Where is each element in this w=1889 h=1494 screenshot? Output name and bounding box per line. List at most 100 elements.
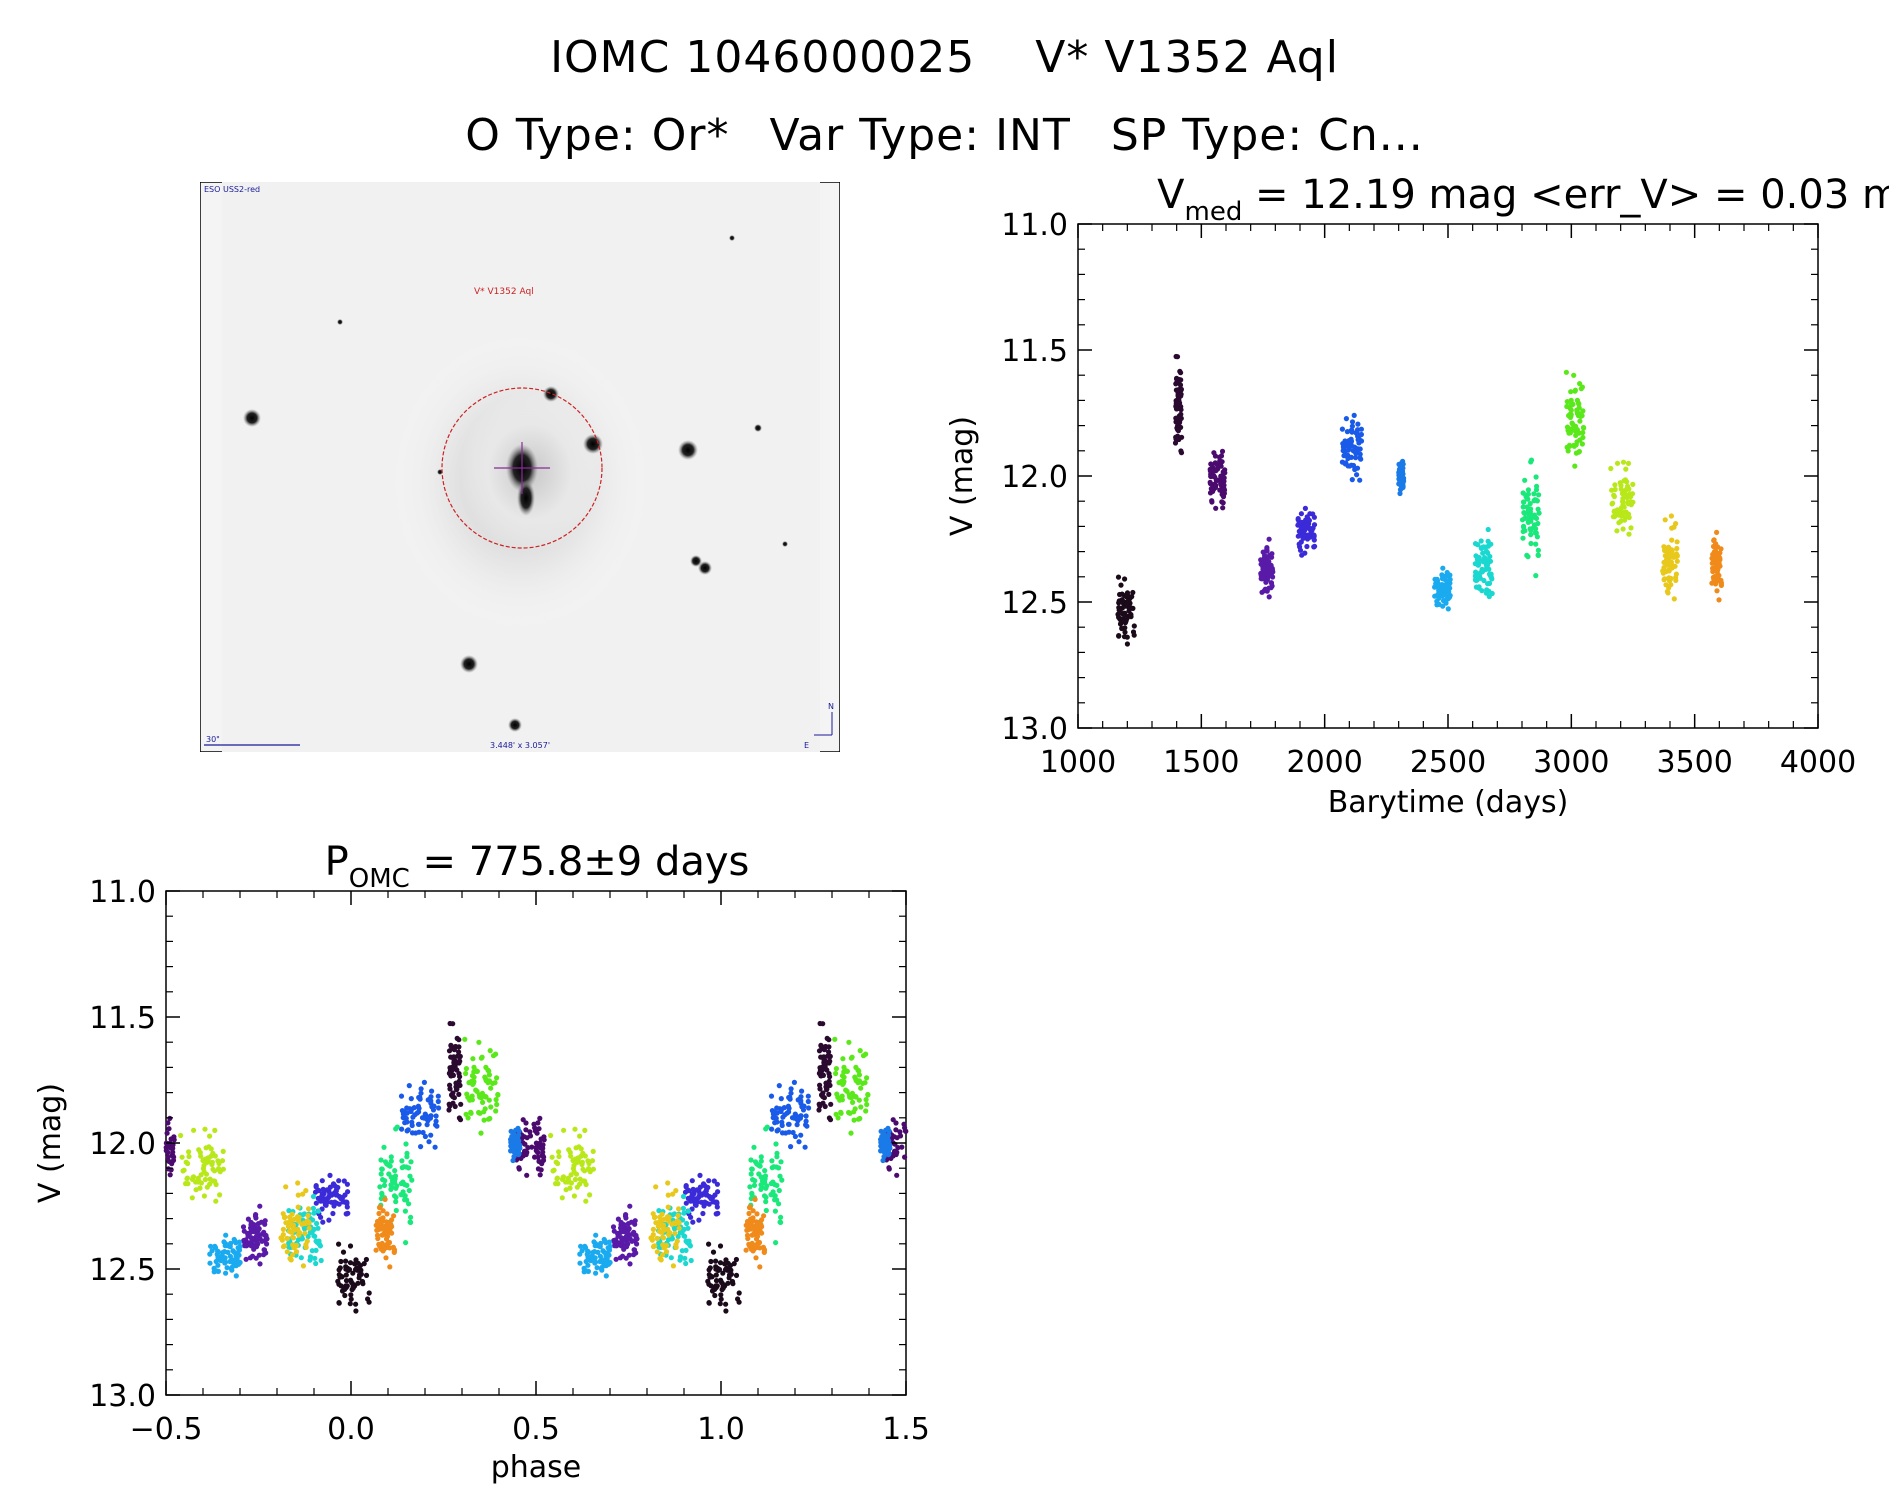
- lc-point: [1487, 572, 1493, 579]
- phase-point: [684, 1220, 690, 1227]
- phase-point: [806, 1105, 812, 1111]
- phase-point: [323, 1200, 329, 1206]
- phase-point: [305, 1212, 311, 1219]
- phase-point: [217, 1255, 223, 1261]
- lc-point: [1358, 438, 1365, 444]
- phase-point: [435, 1098, 441, 1105]
- phase-point: [895, 1145, 901, 1151]
- phase-point: [880, 1157, 886, 1164]
- phase-point: [700, 1210, 706, 1217]
- phase-point: [764, 1124, 770, 1130]
- phase-point: [881, 1138, 887, 1144]
- lc-point: [1579, 441, 1585, 447]
- phase-point: [237, 1243, 243, 1250]
- lc-point: [1622, 477, 1628, 483]
- phase-point: [425, 1097, 431, 1103]
- phase-point: [618, 1225, 624, 1231]
- phase-point: [786, 1109, 792, 1115]
- phase-point: [631, 1229, 637, 1235]
- phase-point: [254, 1231, 260, 1237]
- phase-point: [320, 1186, 326, 1192]
- phase-point: [632, 1218, 638, 1224]
- phase-point: [311, 1210, 317, 1216]
- phase-point: [529, 1144, 535, 1150]
- phase-point: [567, 1185, 573, 1191]
- phase-point: [663, 1243, 669, 1249]
- phase-point: [621, 1246, 627, 1252]
- lc-point: [1358, 456, 1364, 462]
- phase-point: [251, 1246, 257, 1252]
- phase-point: [805, 1093, 811, 1099]
- phase-point: [196, 1147, 202, 1153]
- phase-point: [451, 1059, 457, 1065]
- phase-point: [571, 1162, 577, 1169]
- lc-point: [1519, 517, 1526, 523]
- lc-point: [1259, 589, 1265, 595]
- lc-point: [1473, 569, 1479, 575]
- phase-point: [454, 1035, 460, 1041]
- lc-point: [1208, 473, 1214, 479]
- phase-point: [717, 1260, 724, 1266]
- lc-point: [1625, 501, 1631, 507]
- phase-point: [313, 1260, 319, 1267]
- phase-point: [290, 1252, 296, 1258]
- phase-point: [743, 1247, 749, 1253]
- phase-point: [778, 1108, 784, 1115]
- phase-point: [336, 1178, 342, 1184]
- phase-point: [213, 1198, 219, 1204]
- lc-point: [1476, 555, 1482, 561]
- phase-point: [381, 1182, 388, 1188]
- phase-point: [541, 1137, 547, 1143]
- phase-point: [393, 1207, 399, 1214]
- phase-point: [446, 1070, 452, 1076]
- phase-point: [758, 1174, 764, 1180]
- lc-point: [1445, 584, 1451, 590]
- field-stars: [243, 235, 788, 732]
- phase-point: [486, 1068, 492, 1074]
- phase-point: [347, 1243, 354, 1249]
- phase-point: [773, 1240, 779, 1246]
- phase-point: [319, 1178, 325, 1184]
- lc-point: [1579, 413, 1585, 419]
- phase-point: [407, 1219, 413, 1225]
- phase-point: [572, 1126, 578, 1132]
- phase-point: [382, 1178, 388, 1184]
- lc-point: [1126, 608, 1132, 614]
- target-circle: [441, 387, 603, 549]
- phase-point: [353, 1308, 359, 1314]
- lc-point: [1620, 526, 1626, 532]
- phase-point: [186, 1149, 192, 1155]
- phase-point: [453, 1084, 459, 1090]
- phase-point: [348, 1292, 354, 1298]
- phase-point: [402, 1197, 408, 1203]
- phase-point: [729, 1279, 736, 1285]
- phase-point: [777, 1219, 783, 1225]
- lc-point: [1533, 474, 1539, 480]
- lc-point: [1520, 504, 1526, 510]
- phase-point: [216, 1166, 222, 1173]
- phase-point: [774, 1105, 780, 1111]
- lc-point: [1311, 544, 1317, 550]
- phase-point: [393, 1199, 399, 1205]
- phase-point: [708, 1258, 714, 1265]
- phase-point: [556, 1153, 562, 1160]
- phase-point: [848, 1130, 854, 1136]
- phase-point: [345, 1189, 351, 1195]
- phase-point: [559, 1195, 565, 1201]
- lc-point: [1624, 492, 1630, 498]
- lc-point: [1264, 546, 1270, 552]
- phase-point: [209, 1159, 215, 1165]
- lc-point: [1435, 601, 1441, 607]
- phase-point: [714, 1200, 720, 1206]
- phase-point: [581, 1168, 588, 1174]
- phase-point: [705, 1278, 711, 1284]
- target-crosshair: [494, 442, 550, 494]
- survey-label: ESO USS2-red: [204, 185, 260, 194]
- phase-point: [488, 1085, 494, 1091]
- lc-point: [1674, 545, 1680, 552]
- phase-point: [516, 1132, 522, 1138]
- phase-point: [262, 1218, 268, 1224]
- phase-point: [300, 1191, 306, 1197]
- phase-point: [824, 1035, 830, 1041]
- phase-point: [693, 1200, 699, 1206]
